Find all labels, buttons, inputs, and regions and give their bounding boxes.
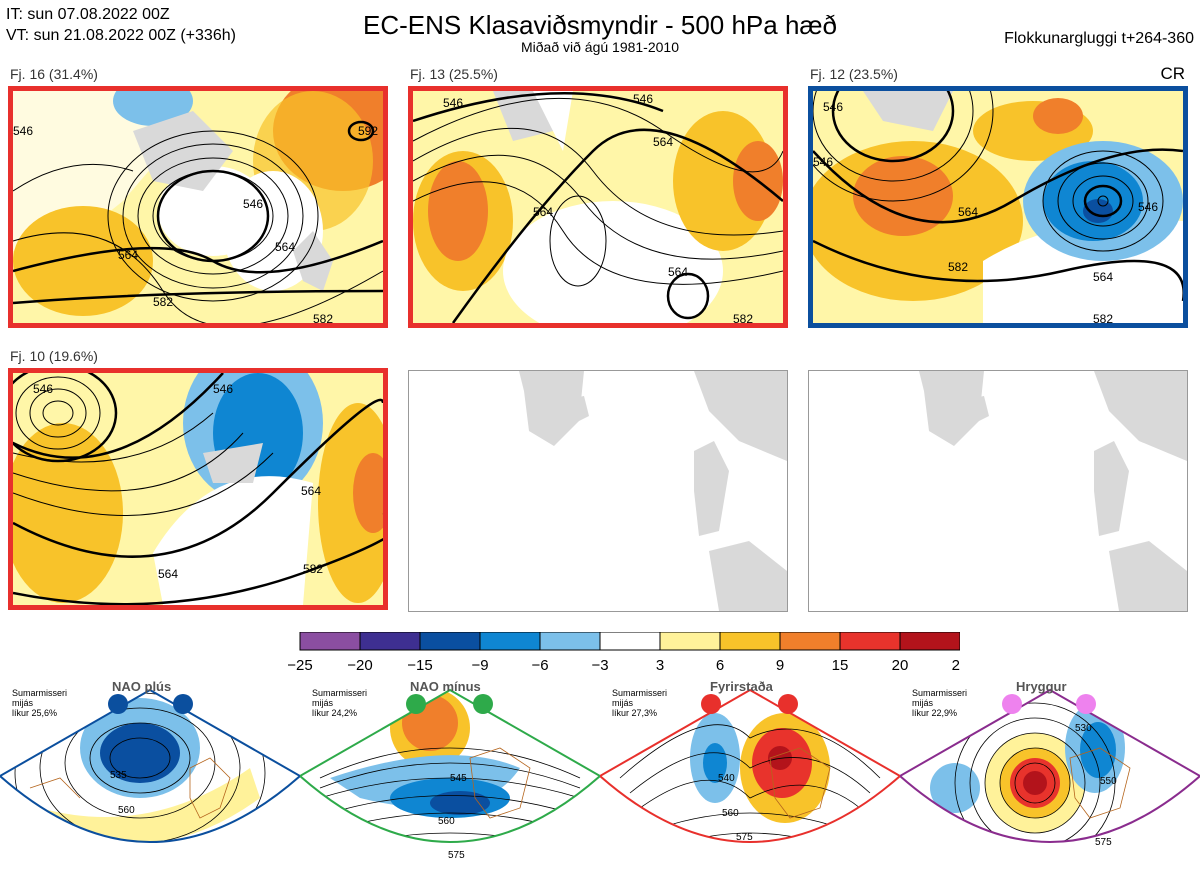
contour-label: 582	[313, 312, 333, 323]
regime-name: NAO mínus	[410, 679, 481, 694]
regime-blocking: Sumarmisseri mijás líkur 27,3% Fyrirstaða …	[598, 678, 902, 868]
contour-label: 582	[158, 604, 178, 605]
contour-label: 592	[358, 124, 378, 138]
cluster-map-1: 546 564 582 564 546 582 592	[8, 86, 388, 328]
contour-label: 546	[813, 155, 833, 169]
colorbar-segment	[479, 631, 541, 651]
cluster-3-label: Fj. 12 (23.5%)	[810, 66, 898, 82]
colorbar-segment	[599, 631, 661, 651]
colorbar-segment	[899, 631, 961, 651]
colorbar-tick: −3	[591, 657, 608, 674]
regime-ridge: Sumarmisseri mijás líkur 22,9% Hryggur	[898, 678, 1200, 868]
contour-label: 546	[633, 92, 653, 106]
svg-text:530: 530	[1075, 723, 1092, 734]
regime-info: Sumarmisseri mijás líkur 25,6%	[12, 688, 68, 718]
valid-time: VT: sun 21.08.2022 00Z (+336h)	[6, 27, 236, 44]
regime-nao-plus: Sumarmisseri mijás líkur 25,6% NAO plús 53…	[0, 678, 302, 868]
svg-text:550: 550	[1100, 776, 1117, 787]
colorbar-segment	[539, 631, 601, 651]
colorbar: −25 −20 −15 −9 −6 −3 3 6 9 15 20 25	[280, 631, 968, 681]
contour-label: 564	[275, 240, 295, 254]
header-info: IT: sun 07.08.2022 00Z VT: sun 21.08.202…	[6, 4, 236, 46]
regime-info: Sumarmisseri mijás líkur 24,2%	[312, 688, 368, 718]
svg-text:575: 575	[736, 832, 753, 843]
colorbar-tick: 25	[952, 657, 960, 674]
contour-label: 564	[533, 205, 553, 219]
svg-text:535: 535	[110, 770, 127, 781]
contour-label: 546	[823, 100, 843, 114]
contour-label: 564	[301, 484, 321, 498]
contour-label: 564	[653, 135, 673, 149]
cr-label: CR	[1160, 64, 1185, 83]
colorbar-segment	[839, 631, 901, 651]
cluster-4-label: Fj. 10 (19.6%)	[10, 348, 98, 364]
cluster-1-label: Fj. 16 (31.4%)	[10, 66, 98, 82]
svg-text:575: 575	[448, 850, 465, 861]
regime-name: Fyrirstaða	[710, 679, 773, 694]
regime-name: NAO plús	[112, 679, 172, 694]
contour-label: 546	[243, 197, 263, 211]
regime-info: Sumarmisseri mijás líkur 27,3%	[612, 688, 668, 718]
colorbar-tick: −20	[347, 657, 372, 674]
contour-label: 564	[1093, 270, 1113, 284]
colorbar-tick: 20	[892, 657, 909, 674]
colorbar-segment	[659, 631, 721, 651]
colorbar-segment	[779, 631, 841, 651]
contour-label: 582	[1093, 312, 1113, 323]
colorbar-tick: −9	[471, 657, 488, 674]
cluster-2-label: Fj. 13 (25.5%)	[410, 66, 498, 82]
page-title: EC-ENS Klasaviðsmyndir - 500 hPa hæð	[363, 10, 837, 40]
colorbar-segment	[299, 631, 361, 651]
contour-label: 564	[958, 205, 978, 219]
contour-label: 582	[303, 562, 323, 576]
contour-label: 564	[158, 567, 178, 581]
svg-text:575: 575	[1095, 837, 1112, 848]
colorbar-tick: 9	[776, 657, 784, 674]
cluster-map-2: 546 564 546 564 564 582	[408, 86, 788, 328]
contour-label: 564	[668, 265, 688, 279]
initial-time: IT: sun 07.08.2022 00Z	[6, 6, 170, 23]
svg-text:560: 560	[118, 805, 135, 816]
regime-nao-minus: Sumarmisseri mijás líkur 24,2% NAO mínus 5…	[298, 678, 602, 868]
colorbar-tick: −6	[531, 657, 548, 674]
contour-label: 546	[213, 382, 233, 396]
contour-label: 582	[733, 312, 753, 323]
colorbar-tick: 6	[716, 657, 724, 674]
contour-label: 582	[153, 295, 173, 309]
colorbar-segment	[359, 631, 421, 651]
svg-text:540: 540	[718, 773, 735, 784]
cluster-map-3: 546 546 564 582 564 582 546	[808, 86, 1188, 328]
contour-label: 564	[118, 248, 138, 262]
cluster-map-4: 546 546 564 582 564 582	[8, 368, 388, 610]
page-subtitle: Miðað við ágú 1981-2010	[520, 39, 679, 55]
cluster-window: Flokkunargluggi t+264-360	[1004, 30, 1194, 47]
contour-label: 546	[13, 124, 33, 138]
contour-label: 546	[443, 96, 463, 110]
colorbar-tick: 3	[656, 657, 664, 674]
colorbar-tick: 15	[832, 657, 849, 674]
colorbar-segment	[719, 631, 781, 651]
empty-map-5	[408, 370, 788, 612]
empty-map-6	[808, 370, 1188, 612]
contour-label: 546	[33, 382, 53, 396]
regime-name: Hryggur	[1016, 679, 1067, 694]
contour-label: 546	[1138, 200, 1158, 214]
svg-text:545: 545	[450, 773, 467, 784]
colorbar-segment	[419, 631, 481, 651]
colorbar-tick: −15	[407, 657, 432, 674]
svg-text:560: 560	[438, 816, 455, 827]
regime-info: Sumarmisseri mijás líkur 22,9%	[912, 688, 968, 718]
colorbar-tick: −25	[287, 657, 312, 674]
contour-label: 582	[948, 260, 968, 274]
svg-text:560: 560	[722, 808, 739, 819]
